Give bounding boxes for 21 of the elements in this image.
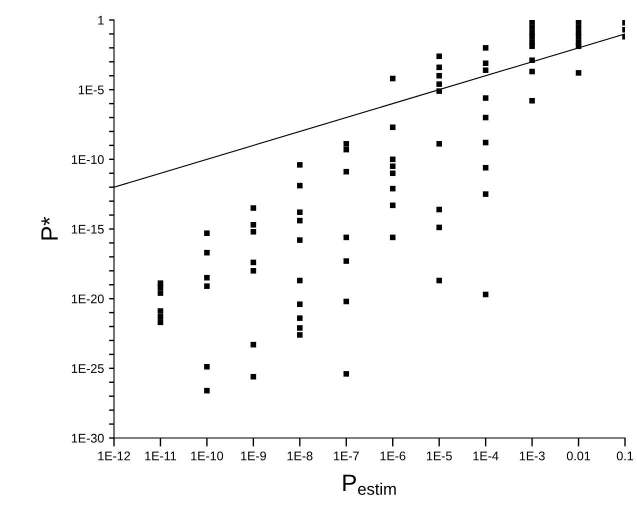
y-axis-title: P*	[41, 216, 58, 240]
x-tick-label: 1E-9	[241, 452, 266, 460]
x-tick-label: 1E-8	[288, 452, 312, 460]
y-tick-label: 1E-15	[72, 224, 104, 234]
x-tick-label: 1E-10	[191, 452, 224, 460]
x-tick-label: 0.01	[566, 452, 590, 460]
y-tick-label: 1E-10	[72, 155, 104, 164]
x-tick-label: 1E-3	[520, 452, 545, 460]
x-tick-label: 1E-7	[334, 452, 359, 460]
x-tick-label: 1E-5	[426, 452, 452, 460]
x-tick-label: 1E-4	[473, 452, 498, 460]
y-tick-label: 1E-5	[78, 86, 104, 94]
y-tick-label: 1E-30	[72, 434, 104, 443]
x-tick-label: 0.1	[616, 452, 634, 460]
x-tick-label: 1E-11	[145, 452, 176, 460]
y-tick-label: 1E-20	[72, 294, 104, 304]
x-tick-label: 1E-12	[98, 452, 130, 460]
x-tick-label: 1E-6	[380, 452, 406, 460]
y-tick-label: 1	[98, 16, 104, 25]
x-axis-title: P$_{estim}$	[343, 474, 396, 495]
y-tick-label: 1E-25	[72, 364, 104, 373]
